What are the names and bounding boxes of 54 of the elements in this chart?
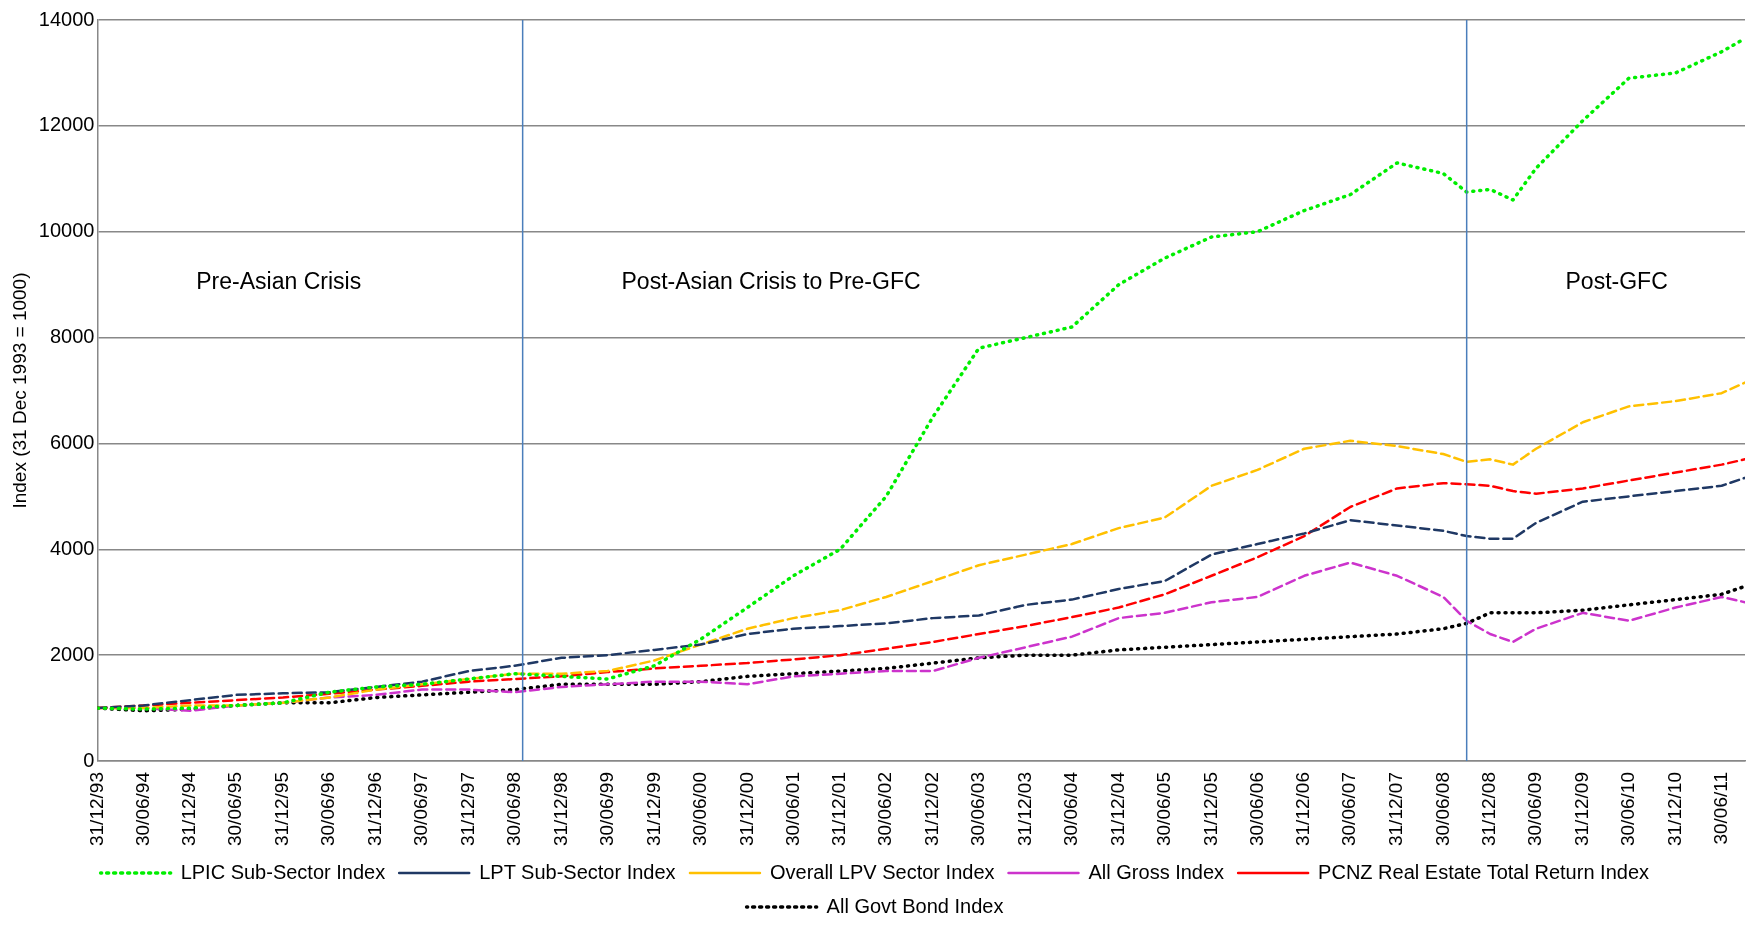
x-tick-label: 31/12/02 <box>921 772 943 847</box>
legend-label: PCNZ Real Estate Total Return Index <box>1318 860 1650 883</box>
x-tick-label: 30/06/04 <box>1060 771 1082 847</box>
x-tick-label: 31/12/03 <box>1013 772 1035 847</box>
annotation: Pre-Asian Crisis <box>196 268 362 295</box>
legend-label: LPT Sub-Sector Index <box>479 860 676 883</box>
x-tick-label: 31/12/07 <box>1385 772 1407 847</box>
x-tick-label: 30/06/02 <box>874 772 896 847</box>
x-tick-label: 31/12/93 <box>85 772 107 847</box>
x-tick-label: 31/12/10 <box>1663 772 1685 847</box>
x-tick-label: 31/12/00 <box>735 772 757 847</box>
x-tick-label: 30/06/10 <box>1617 772 1639 847</box>
x-tick-label: 30/06/05 <box>1152 772 1174 847</box>
y-tick-label: 14000 <box>38 7 95 30</box>
x-tick-label: 30/06/00 <box>688 772 710 847</box>
legend-label: All Gross Index <box>1088 860 1225 883</box>
x-tick-label: 30/06/96 <box>317 772 339 847</box>
x-tick-label: 30/06/94 <box>131 771 153 847</box>
x-tick-label: 30/06/09 <box>1524 772 1546 847</box>
x-tick-label: 31/12/95 <box>271 772 293 847</box>
annotation: Post-GFC <box>1565 268 1668 295</box>
x-tick-label: 30/06/99 <box>595 772 617 847</box>
x-tick-label: 30/06/01 <box>781 772 803 847</box>
legend-label: Overall LPV Sector Index <box>769 860 995 883</box>
x-tick-label: 30/06/07 <box>1338 772 1360 847</box>
x-tick-label: 30/06/98 <box>503 772 525 847</box>
legend-label: LPIC Sub-Sector Index <box>180 860 386 883</box>
x-tick-label: 31/12/08 <box>1478 772 1500 847</box>
y-axis-title: Index (31 Dec 1993 = 1000) <box>8 272 30 509</box>
y-tick-label: 12000 <box>38 113 95 136</box>
y-tick-label: 0 <box>83 748 95 771</box>
x-tick-label: 30/06/95 <box>224 772 246 847</box>
y-tick-label: 6000 <box>49 430 95 453</box>
x-tick-label: 31/12/09 <box>1571 772 1593 847</box>
x-tick-label: 31/12/96 <box>364 772 386 847</box>
x-tick-label: 30/06/08 <box>1431 772 1453 847</box>
y-tick-label: 2000 <box>49 642 95 665</box>
annotation: Post-Asian Crisis to Pre-GFC <box>621 268 921 295</box>
x-tick-label: 31/12/99 <box>642 772 664 847</box>
x-tick-label: 31/12/01 <box>828 772 850 847</box>
x-tick-label: 30/06/11 <box>1709 772 1731 845</box>
x-tick-label: 31/12/97 <box>457 772 478 847</box>
x-tick-label: 31/12/04 <box>1106 771 1128 847</box>
x-tick-label: 31/12/94 <box>178 771 200 847</box>
y-tick-label: 10000 <box>38 219 95 242</box>
x-tick-label: 31/12/05 <box>1199 772 1221 847</box>
y-tick-label: 4000 <box>49 536 95 559</box>
legend-label: All Govt Bond Index <box>826 894 1004 917</box>
x-tick-label: 30/06/06 <box>1245 772 1267 847</box>
x-tick-label: 30/06/03 <box>967 772 989 847</box>
x-tick-label: 31/12/98 <box>549 772 571 847</box>
y-tick-label: 8000 <box>49 325 95 348</box>
x-tick-label: 30/06/97 <box>410 772 432 847</box>
x-tick-label: 31/12/06 <box>1292 772 1314 847</box>
